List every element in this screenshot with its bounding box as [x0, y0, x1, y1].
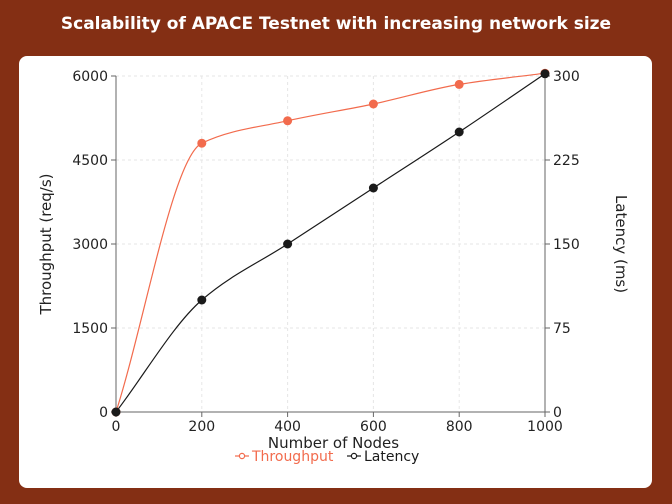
grid-lines — [116, 75, 545, 412]
data-point-throughput — [197, 138, 207, 148]
x-axis-label: Number of Nodes — [268, 434, 399, 452]
x-tick-label: 800 — [446, 419, 473, 435]
y-left-tick-label: 0 — [99, 405, 108, 421]
legend-label-throughput: Throughput — [251, 449, 334, 465]
y-axis-left-label: Throughput (req/s) — [37, 173, 55, 315]
y-left-tick-label: 6000 — [72, 69, 108, 85]
series-line-throughput — [115, 72, 546, 413]
tick-labels: 0 200 400 600 800 100001500300045006000075150… — [72, 69, 579, 435]
data-point-latency — [111, 407, 121, 417]
y-axis-right-label: Latency (ms) — [612, 195, 630, 293]
data-point-throughput — [283, 116, 293, 126]
legend-label-latency: Latency — [364, 449, 419, 465]
legend-marker-throughput — [238, 452, 246, 460]
y-right-tick-label: 150 — [553, 237, 580, 253]
y-right-tick-label: 300 — [553, 69, 580, 85]
series-lines — [115, 72, 546, 413]
chart-card: 0 200 400 600 800 1000 0 1500 3000 4500 6000 0 75 150… — [19, 56, 652, 488]
y-left-tick-label: 3000 — [72, 237, 108, 253]
chart-title: Scalability of APACE Testnet with increa… — [60, 14, 612, 34]
x-tick-label: 400 — [274, 419, 301, 435]
data-point-latency — [540, 69, 550, 79]
x-tick-label: 1000 — [527, 419, 563, 435]
y-right-tick-label: 225 — [553, 153, 580, 169]
legend: Throughput Latency — [235, 449, 419, 465]
y-left-tick-label: 1500 — [72, 321, 108, 337]
data-point-latency — [368, 183, 378, 193]
y-left-tick-label: 4500 — [72, 153, 108, 169]
y-right-tick-label: 0 — [553, 405, 562, 421]
data-point-latency — [283, 239, 293, 249]
data-point-throughput — [368, 99, 378, 109]
x-tick-label: 200 — [188, 419, 215, 435]
y-right-tick-label: 75 — [553, 321, 571, 337]
series-line-latency — [115, 73, 546, 413]
axes — [111, 75, 550, 417]
chart-svg: 0 200 400 600 800 100001500300045006000075150… — [37, 68, 630, 465]
x-tick-label: 600 — [360, 419, 387, 435]
x-tick-label: 0 — [112, 419, 121, 435]
series-points — [111, 68, 550, 417]
data-point-latency — [197, 295, 207, 305]
legend-marker-latency — [350, 452, 358, 460]
data-point-throughput — [454, 79, 464, 89]
data-point-latency — [454, 127, 464, 137]
